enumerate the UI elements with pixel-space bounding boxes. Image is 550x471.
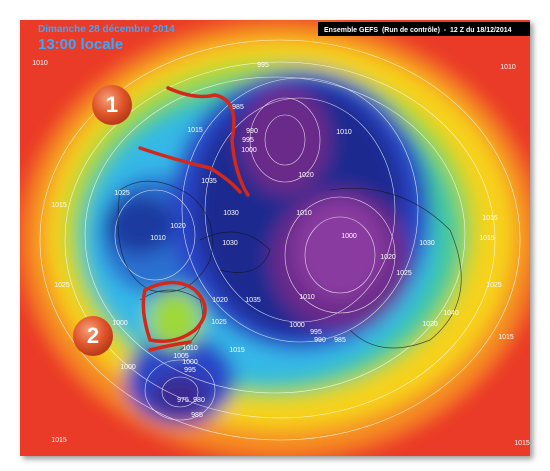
isobar-label: 995 [242, 137, 254, 144]
isobar-label: 1010 [336, 129, 352, 136]
model-info: Ensemble GEFS (Run de contrôle) - 12 Z d… [324, 27, 512, 34]
isobar-label: 995 [310, 329, 322, 336]
isobar-label: 1025 [211, 319, 227, 326]
isobar-label: 1000 [120, 364, 136, 371]
isobar-label: 1025 [54, 282, 70, 289]
time-label: 13:00 locale [38, 36, 123, 53]
isobar-label: 1010 [150, 235, 166, 242]
isobar-label: 985 [232, 104, 244, 111]
marker-label: 2 [87, 323, 99, 348]
marker-label: 1 [106, 92, 118, 117]
isobar-label: 1035 [245, 297, 261, 304]
marker-circle [92, 85, 132, 125]
isobar-label: 985 [191, 412, 203, 419]
isobar-label: 1020 [380, 254, 396, 261]
isobar-label: 985 [334, 337, 346, 344]
isobar-label: 1030 [223, 210, 239, 217]
model-banner [318, 22, 530, 36]
date-label: Dimanche 28 décembre 2014 [38, 24, 175, 35]
isobar-label: 1015 [482, 215, 498, 222]
isobar-label: 1030 [422, 321, 438, 328]
isobar-label: 995 [184, 367, 196, 374]
isobar-label: 1025 [486, 282, 502, 289]
isobar-label: 1010 [296, 210, 312, 217]
isobar-label: 1010 [299, 294, 315, 301]
isobar-label: 990 [314, 337, 326, 344]
isobar-label: 1040 [443, 310, 459, 317]
isobar-label: 1015 [187, 127, 203, 134]
isobar-label: 1015 [51, 202, 67, 209]
marker-circle [73, 316, 113, 356]
isobar-label: 1015 [229, 347, 245, 354]
isobar-label: 1020 [170, 223, 186, 230]
isobar-label: 1035 [201, 178, 217, 185]
isobar-label: 1015 [51, 437, 67, 444]
isobar-label: 1025 [114, 190, 130, 197]
isobar-label: 1000 [112, 320, 128, 327]
isobar-label: 1015 [514, 440, 530, 447]
isobar-label: 980 [193, 397, 205, 404]
isobar-label: 1015 [498, 334, 514, 341]
isobar-label: 1000 [289, 322, 305, 329]
isobar-label: 1010 [182, 345, 198, 352]
isobar-label: 990 [246, 128, 258, 135]
isobar-label: 1000 [341, 233, 357, 240]
isobar-label: 1010 [500, 64, 516, 71]
isobar-label: 1000 [241, 147, 257, 154]
isobar-label: 995 [257, 62, 269, 69]
isobar-label: 1020 [298, 172, 314, 179]
isobar-label: 1020 [212, 297, 228, 304]
isobar-label: 1005 [173, 353, 189, 360]
isobar-label: 1000 [182, 359, 198, 366]
isobar-label: 1010 [32, 60, 48, 67]
isobar-label: 1030 [222, 240, 238, 247]
pressure-field [20, 20, 530, 456]
annotation-strokes [138, 86, 250, 352]
isobar-label: 975 [177, 397, 189, 404]
isobar-label: 1025 [396, 270, 412, 277]
isobar-label: 1015 [479, 235, 495, 242]
isobar-label: 1030 [419, 240, 435, 247]
